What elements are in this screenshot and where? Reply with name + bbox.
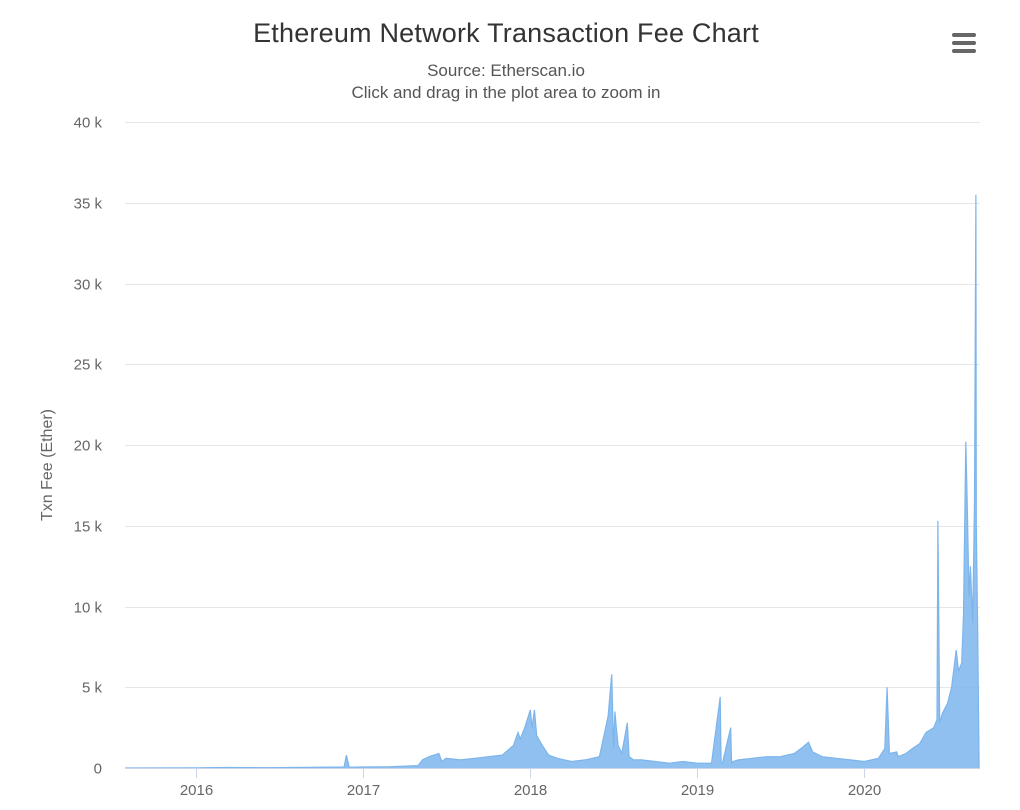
y-tick-label: 15 k [74, 519, 103, 536]
x-tick-label: 2018 [514, 782, 547, 799]
axes: 0 5 k 10 k 15 k 20 k 25 k 30 k 35 k 40 k 2016 2017… [74, 115, 980, 799]
y-tick-label: 0 [94, 761, 102, 778]
y-tick-label: 10 k [74, 600, 103, 617]
y-axis-title: Txn Fee (Ether) [39, 409, 56, 521]
y-tick-label: 5 k [82, 680, 103, 697]
x-tick-label: 2017 [347, 782, 380, 799]
y-tick-label: 40 k [74, 115, 103, 132]
chart-title: Ethereum Network Transaction Fee Chart [253, 18, 759, 48]
series-layer[interactable] [124, 194, 980, 769]
hamburger-menu-icon[interactable] [944, 26, 984, 60]
x-tick-label: 2020 [848, 782, 881, 799]
chart-subtitle-hint: Click and drag in the plot area to zoom … [351, 83, 661, 102]
fee-line[interactable] [124, 194, 980, 769]
x-tick-label: 2019 [681, 782, 714, 799]
chart-subtitle-source: Source: Etherscan.io [427, 61, 585, 80]
y-tick-label: 25 k [74, 357, 103, 374]
fee-area[interactable] [125, 194, 980, 768]
y-tick-label: 30 k [74, 277, 103, 294]
x-tick-label: 2016 [180, 782, 213, 799]
grid-lines [125, 122, 980, 688]
y-tick-label: 20 k [74, 438, 103, 455]
y-tick-label: 35 k [74, 196, 103, 213]
